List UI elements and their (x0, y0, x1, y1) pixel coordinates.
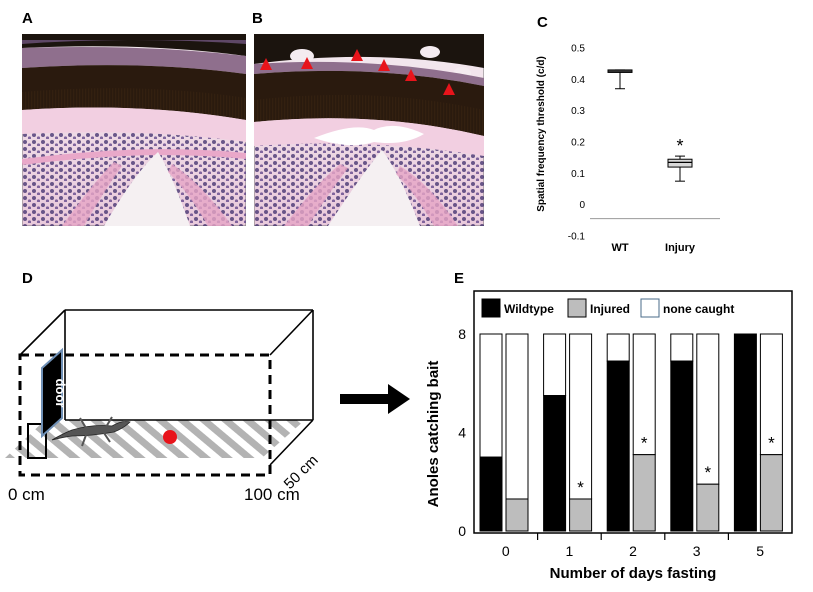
y-tick-label: 0.5 (571, 44, 585, 55)
y-tick-label: 8 (458, 326, 466, 342)
x-tick-label: Injury (665, 242, 696, 254)
arrowhead-marker (260, 58, 272, 70)
bar-none-caught (670, 333, 694, 362)
x-tick-label: 5 (756, 543, 764, 559)
box-injury (667, 158, 693, 168)
y-tick-label: 4 (458, 425, 466, 441)
bar-injured (632, 454, 656, 532)
boxes: * (607, 69, 693, 182)
y-axis-label: Anoles catching bait (425, 361, 442, 508)
legend-swatch-wildtype (481, 298, 501, 318)
bar-none-caught (543, 333, 567, 397)
legend-swatch-injured (567, 298, 587, 318)
panel-label-b: B (252, 10, 263, 27)
x-tick-label: 1 (566, 543, 574, 559)
legend-label-wildtype: Wildtype (504, 302, 554, 316)
door-panel: door (41, 347, 68, 439)
bar-wildtype (606, 360, 630, 532)
door-label: door (53, 379, 68, 408)
significance-marker: * (676, 136, 683, 156)
anole-lizard (51, 416, 131, 447)
arena-diagram: door 50 cm 0 cm 100 cm (5, 309, 322, 504)
arrowhead-marker (443, 83, 455, 95)
length-label: 100 cm (244, 485, 300, 504)
y-tick-label: 0 (579, 200, 585, 211)
bar-none-caught (479, 333, 503, 458)
y-tick-label: 0.2 (571, 138, 585, 149)
x-tick-label: 2 (629, 543, 637, 559)
plot-frame (473, 290, 793, 534)
legend: Wildtype Injured none caught (481, 298, 734, 318)
arrowhead-marker (405, 69, 417, 81)
bar-wildtype (479, 456, 503, 532)
x-axis-label: Number of days fasting (550, 565, 717, 582)
bar-injured (569, 498, 593, 532)
y-tick-label: 0.3 (571, 106, 585, 117)
y-tick-label: 0.4 (571, 75, 585, 86)
legend-label-injured: Injured (590, 302, 630, 316)
x-axis-ticks: 0 1 2 3 5 (502, 533, 764, 559)
y-tick-label: 0.1 (571, 169, 585, 180)
legend-swatch-none-caught (640, 298, 660, 318)
bar-none-caught (696, 333, 720, 485)
origin-label: 0 cm (8, 485, 45, 504)
arrowhead-markers (260, 49, 455, 95)
y-axis-label: Spatial frequency threshold (c/d) (536, 56, 547, 212)
y-axis-ticks: 0 4 8 (458, 326, 466, 539)
bar-none-caught (505, 333, 529, 500)
panel-label-d: D (22, 270, 33, 287)
box-plot: Spatial frequency threshold (c/d) 0.5 0.4… (536, 44, 720, 254)
significance-marker: * (577, 478, 584, 497)
bar-wildtype (543, 395, 567, 532)
arrowhead-marker (351, 49, 363, 61)
bait-dot (163, 430, 177, 444)
significance-marker: * (641, 434, 648, 453)
significance-marker: * (768, 434, 775, 453)
histology-image-wildtype (22, 34, 246, 226)
right-arrow-icon (340, 384, 410, 414)
bar-none-caught (606, 333, 630, 362)
y-axis-ticks: 0.5 0.4 0.3 0.2 0.1 0 -0.1 (568, 44, 720, 243)
significance-marker: * (704, 463, 711, 482)
y-tick-label: -0.1 (568, 232, 586, 243)
x-tick-label: 3 (693, 543, 701, 559)
bar-injured (759, 454, 783, 532)
bar-wildtype (670, 360, 694, 532)
bar-chart: Wildtype Injured none caught Anoles catc… (425, 290, 793, 582)
bars: * * * * (479, 333, 783, 532)
panel-label-e: E (454, 270, 465, 287)
arrowhead-marker (301, 57, 313, 69)
y-tick-label: 0 (458, 523, 466, 539)
arrowhead-marker (378, 59, 390, 71)
histology-image-injured (254, 34, 484, 226)
legend-label-none-caught: none caught (663, 302, 734, 316)
x-tick-label: WT (611, 242, 628, 254)
x-tick-label: 0 (502, 543, 510, 559)
panel-label-a: A (22, 10, 33, 27)
panel-label-c: C (537, 14, 548, 31)
x-axis-labels: WT Injury (611, 242, 695, 254)
bar-wildtype (733, 333, 757, 532)
arena-outline (19, 309, 314, 466)
bar-injured (505, 498, 529, 532)
bar-injured (696, 483, 720, 532)
bar-none-caught (569, 333, 593, 500)
